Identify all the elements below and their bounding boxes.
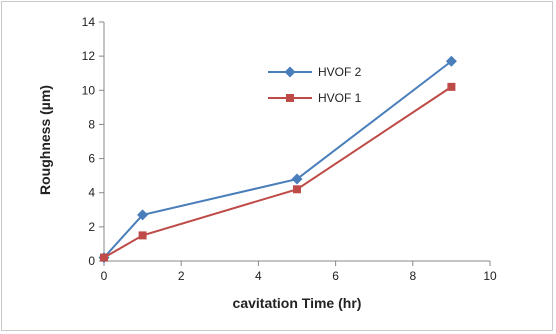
x-tick-label: 8 xyxy=(409,269,416,283)
series-layer xyxy=(98,55,457,264)
x-tick-label: 4 xyxy=(255,269,262,283)
y-tick-label: 10 xyxy=(82,83,96,97)
series-line xyxy=(103,86,452,259)
data-point xyxy=(445,55,457,67)
data-point xyxy=(291,173,303,185)
x-tick-label: 2 xyxy=(178,269,185,283)
legend: HVOF 2 HVOF 1 xyxy=(268,65,362,105)
x-tick-labels: 0 2 4 6 8 10 xyxy=(101,269,497,283)
series-line xyxy=(103,60,453,259)
legend-label: HVOF 1 xyxy=(318,91,362,105)
y-tick-label: 6 xyxy=(88,152,95,166)
x-tick-label: 0 xyxy=(101,269,108,283)
legend-item: HVOF 1 xyxy=(268,91,362,105)
legend-label: HVOF 2 xyxy=(318,65,362,79)
x-axis-title: cavitation Time (hr) xyxy=(233,295,362,311)
y-axis-title: Roughness (µm) xyxy=(37,85,53,195)
legend-item: HVOF 2 xyxy=(268,65,362,79)
y-tick-label: 0 xyxy=(88,254,95,268)
y-tick-labels: 0 2 4 6 8 10 12 14 xyxy=(82,15,96,268)
x-tick-label: 10 xyxy=(483,269,497,283)
data-point xyxy=(138,231,147,240)
y-tick-label: 12 xyxy=(82,49,96,63)
data-point xyxy=(293,185,301,194)
x-tick-label: 6 xyxy=(332,269,339,283)
y-tick-label: 8 xyxy=(88,117,95,131)
axes xyxy=(99,21,491,266)
data-point xyxy=(447,82,456,91)
data-point xyxy=(137,209,149,221)
legend-marker xyxy=(284,66,296,78)
y-tick-label: 2 xyxy=(88,220,95,234)
y-tick-label: 4 xyxy=(88,186,95,200)
y-tick-label: 14 xyxy=(82,15,96,29)
series-hvof-1 xyxy=(100,82,456,262)
legend-marker xyxy=(286,94,294,102)
data-point xyxy=(100,253,108,262)
